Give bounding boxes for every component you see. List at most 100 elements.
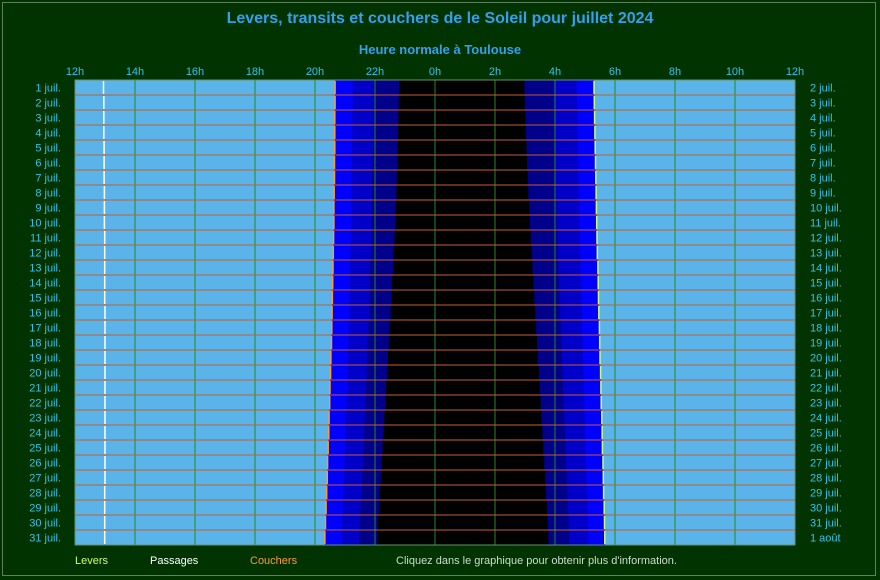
left-date-labels: 1 juil. 2 juil. 3 juil. 4 juil. 5 juil. 6 jui… <box>29 83 61 545</box>
right-date-label: 23 juil. <box>810 398 842 410</box>
night-band <box>387 350 538 366</box>
x-tick-label: 6h <box>609 66 621 78</box>
left-date-label: 4 juil. <box>35 128 61 140</box>
left-date-label: 6 juil. <box>35 158 61 170</box>
right-date-label: 9 juil. <box>810 188 836 200</box>
left-date-label: 25 juil. <box>29 443 61 455</box>
night-band <box>397 140 527 156</box>
right-date-labels: 2 juil. 3 juil. 4 juil. 5 juil. 6 juil. 7 jui… <box>810 83 842 545</box>
right-date-label: 4 juil. <box>810 113 836 125</box>
left-date-label: 8 juil. <box>35 188 61 200</box>
x-tick-label: 4h <box>549 66 561 78</box>
left-date-label: 21 juil. <box>29 383 61 395</box>
night-band <box>386 380 540 396</box>
night-band <box>395 215 530 231</box>
right-date-label: 10 juil. <box>810 203 842 215</box>
night-band <box>393 245 532 261</box>
left-date-label: 15 juil. <box>29 293 61 305</box>
x-tick-label: 8h <box>669 66 681 78</box>
right-date-label: 21 juil. <box>810 368 842 380</box>
right-date-label: 1 août <box>810 533 841 545</box>
right-date-label: 17 juil. <box>810 308 842 320</box>
legend-transit: Passages <box>150 555 199 567</box>
legend: Levers Passages Couchers Cliquez dans le… <box>0 555 880 571</box>
right-date-label: 5 juil. <box>810 128 836 140</box>
right-date-label: 6 juil. <box>810 143 836 155</box>
right-date-label: 27 juil. <box>810 458 842 470</box>
x-tick-labels: 12h 14h 16h 18h 20h 22h 0h 2h 4h 6h 8h 10h 12h <box>66 66 804 78</box>
night-band <box>378 515 548 531</box>
left-date-label: 9 juil. <box>35 203 61 215</box>
plot-area <box>74 79 796 546</box>
legend-sunrise: Levers <box>75 555 109 567</box>
right-date-label: 19 juil. <box>810 338 842 350</box>
left-date-label: 17 juil. <box>29 323 61 335</box>
left-date-label: 5 juil. <box>35 143 61 155</box>
left-date-label: 10 juil. <box>29 218 61 230</box>
right-date-label: 15 juil. <box>810 278 842 290</box>
x-tick-label: 10h <box>726 66 744 78</box>
night-band <box>393 260 533 276</box>
left-date-label: 28 juil. <box>29 488 61 500</box>
right-date-label: 20 juil. <box>810 353 842 365</box>
night-band <box>390 305 536 321</box>
right-date-label: 22 juil. <box>810 383 842 395</box>
night-band <box>385 395 541 411</box>
night-band <box>391 290 535 306</box>
night-band <box>389 320 537 336</box>
night-band <box>398 110 526 126</box>
left-date-label: 20 juil. <box>29 368 61 380</box>
left-date-label: 12 juil. <box>29 248 61 260</box>
x-tick-label: 2h <box>489 66 501 78</box>
night-band <box>383 425 543 441</box>
x-tick-label: 0h <box>429 66 441 78</box>
night-band <box>397 155 528 171</box>
x-tick-label: 18h <box>246 66 264 78</box>
plot-border <box>74 79 796 546</box>
night-band <box>388 335 537 351</box>
night-band <box>398 95 525 111</box>
left-date-label: 31 juil. <box>29 533 61 545</box>
right-date-label: 14 juil. <box>810 263 842 275</box>
right-date-label: 26 juil. <box>810 443 842 455</box>
right-date-label: 16 juil. <box>810 293 842 305</box>
left-date-label: 7 juil. <box>35 173 61 185</box>
left-date-label: 14 juil. <box>29 278 61 290</box>
left-date-label: 13 juil. <box>29 263 61 275</box>
left-date-label: 16 juil. <box>29 308 61 320</box>
chart-subtitle: Heure normale à Toulouse <box>358 42 522 57</box>
left-date-label: 1 juil. <box>35 83 61 95</box>
night-band <box>387 365 539 381</box>
night-band <box>377 530 549 546</box>
right-date-label: 30 juil. <box>810 503 842 515</box>
x-tick-label: 12h <box>786 66 804 78</box>
night-band <box>395 200 530 216</box>
left-date-label: 23 juil. <box>29 413 61 425</box>
left-date-label: 3 juil. <box>35 113 61 125</box>
left-date-label: 11 juil. <box>30 233 61 245</box>
right-date-label: 24 juil. <box>810 413 842 425</box>
x-tick-label: 12h <box>66 66 84 78</box>
x-tick-label: 16h <box>186 66 204 78</box>
night-band <box>396 170 528 186</box>
right-date-label: 3 juil. <box>810 98 836 110</box>
legend-info-text: Cliquez dans le graphique pour obtenir p… <box>396 555 677 567</box>
left-date-label: 27 juil. <box>29 473 61 485</box>
right-date-label: 25 juil. <box>810 428 842 440</box>
right-date-label: 12 juil. <box>810 233 842 245</box>
night-band <box>392 275 534 291</box>
right-date-label: 11 juil. <box>810 218 841 230</box>
right-date-label: 13 juil. <box>810 248 842 260</box>
x-tick-label: 14h <box>126 66 144 78</box>
night-band <box>396 185 529 201</box>
left-date-label: 24 juil. <box>29 428 61 440</box>
right-date-label: 18 juil. <box>810 323 842 335</box>
right-date-label: 8 juil. <box>810 173 836 185</box>
legend-sunset: Couchers <box>250 555 298 567</box>
right-date-label: 29 juil. <box>810 488 842 500</box>
night-band <box>382 440 544 456</box>
left-date-label: 2 juil. <box>35 98 61 110</box>
night-band <box>379 485 546 501</box>
night-band <box>394 230 531 246</box>
